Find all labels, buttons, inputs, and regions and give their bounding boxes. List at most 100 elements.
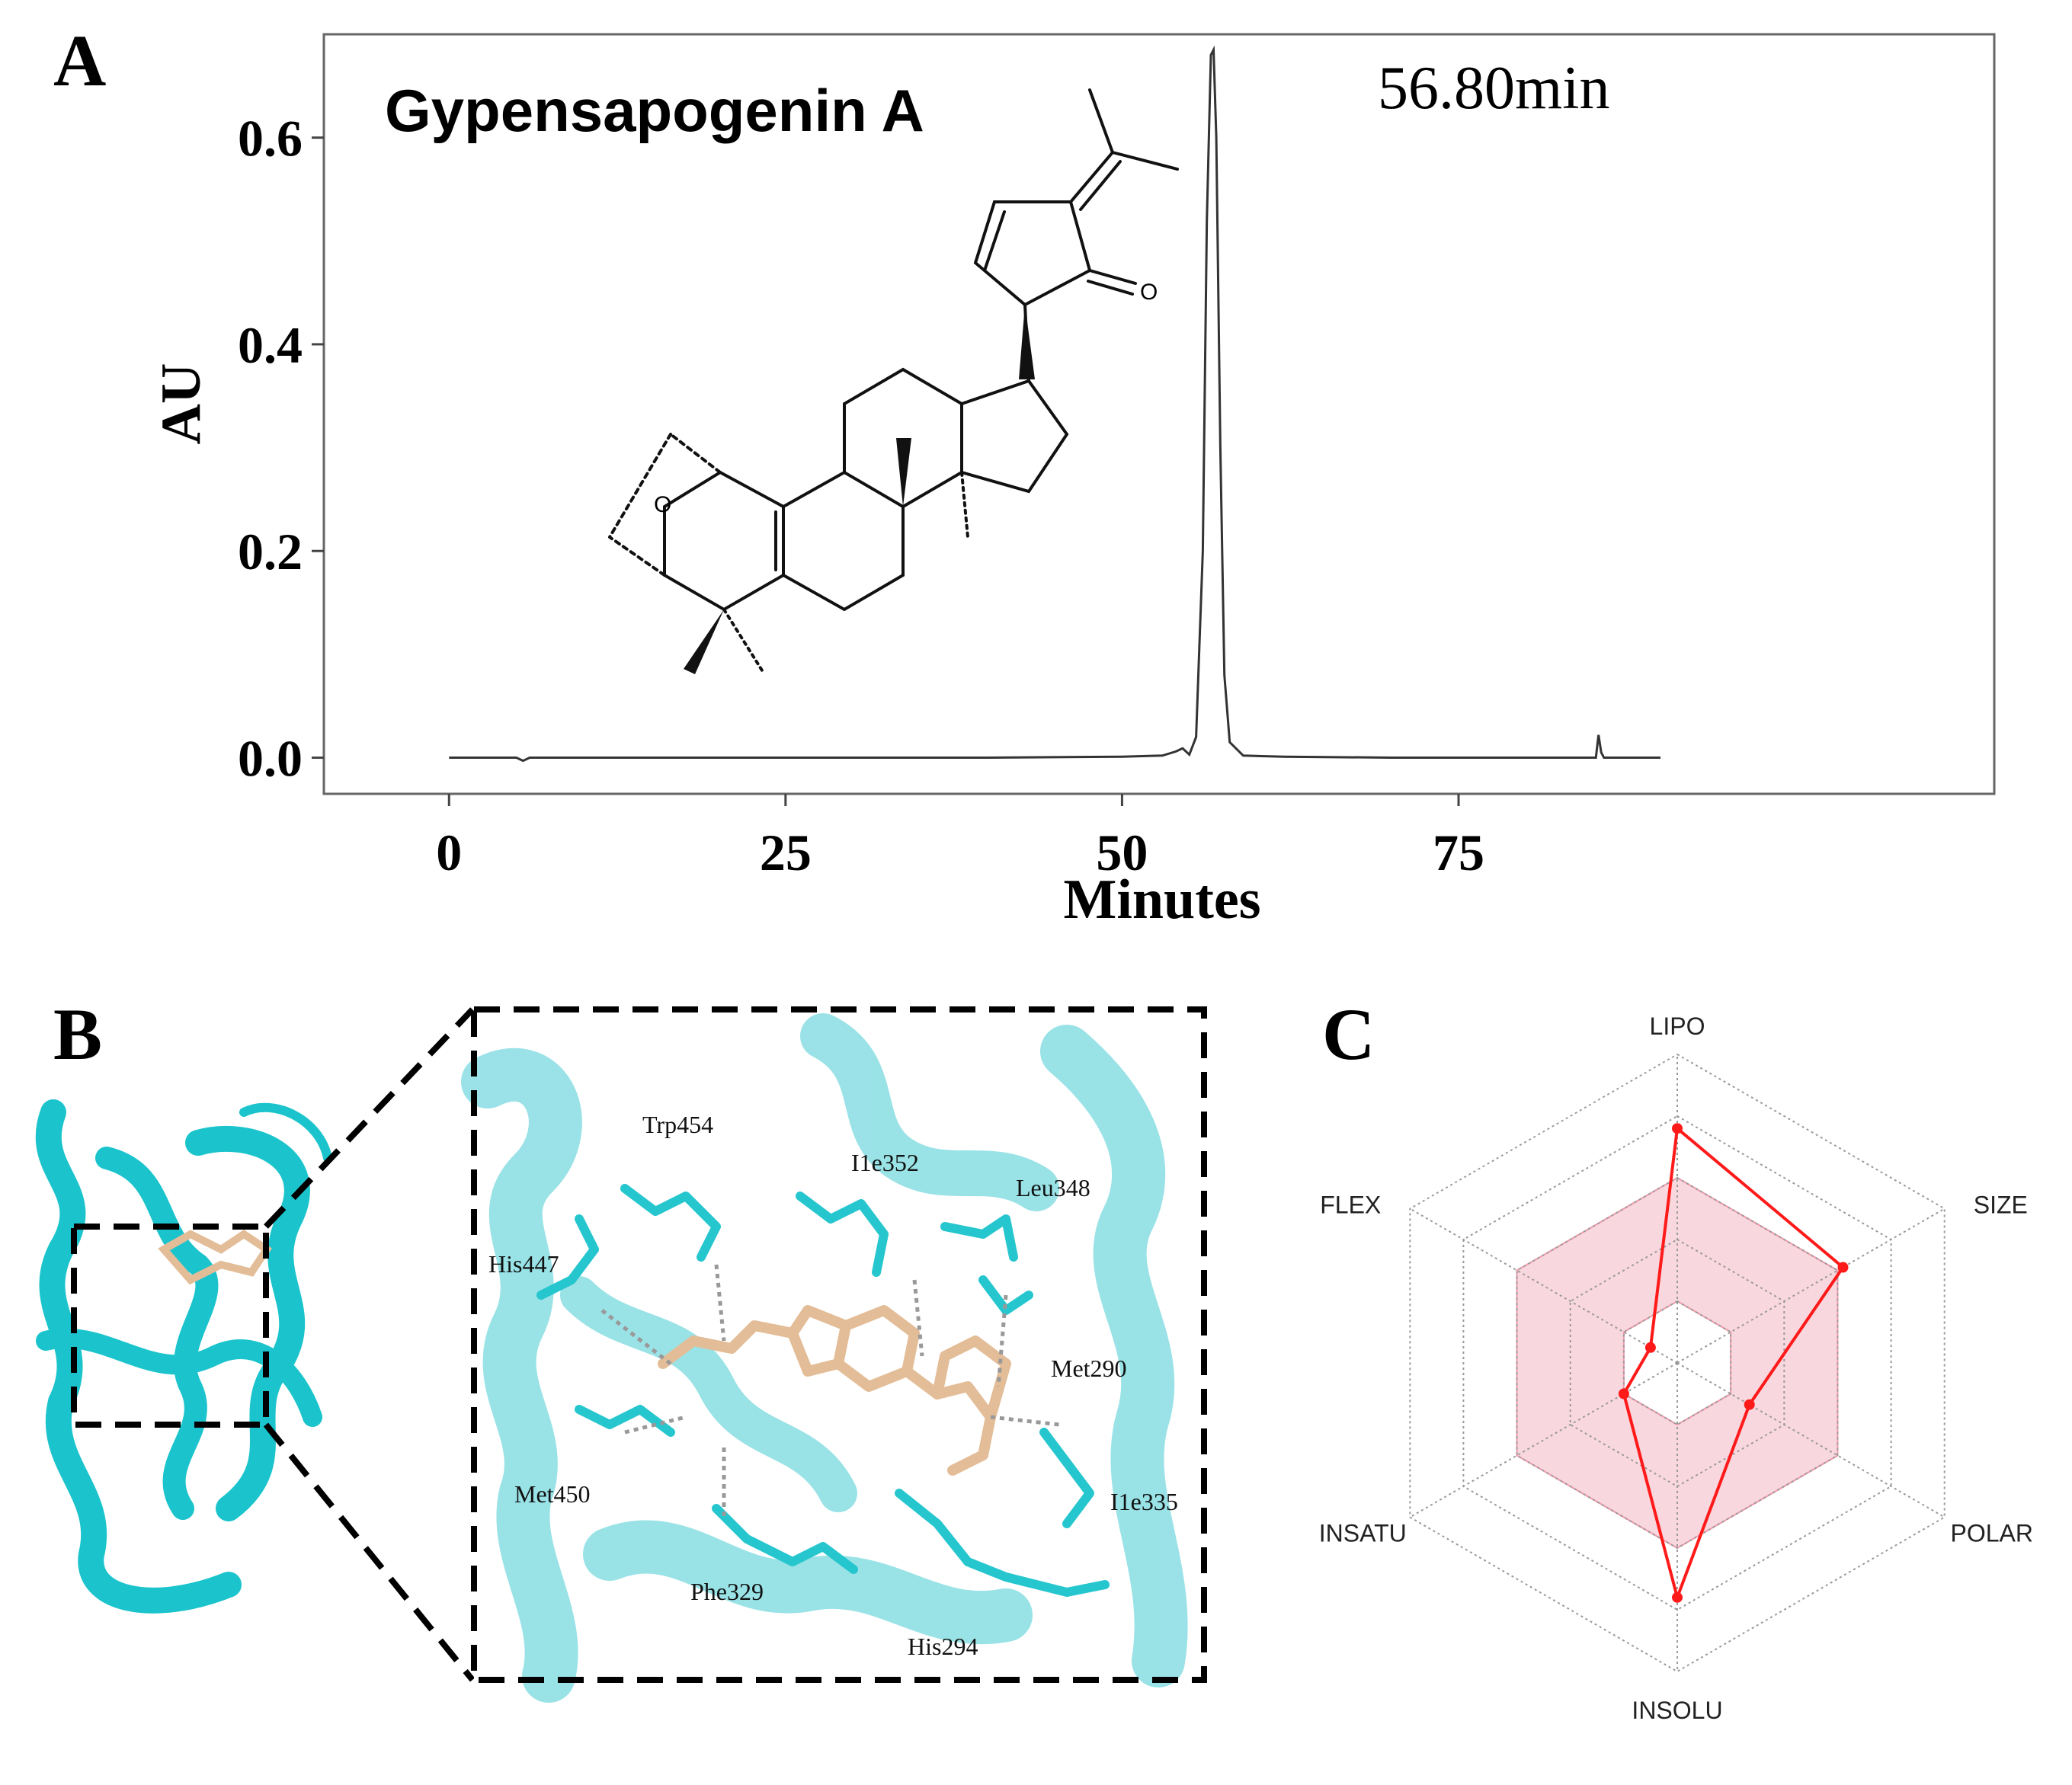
y-tick-label: 0.4 — [238, 316, 303, 374]
structure-ring-d — [960, 379, 1069, 494]
ligand-ring-1 — [841, 1305, 920, 1377]
residue-sticks-ile352 — [796, 1192, 889, 1277]
chemical-structure: O O — [608, 88, 1179, 674]
structure-ring-c — [843, 367, 963, 508]
protein-helix-path-2 — [185, 1125, 310, 1521]
structure-wedge-side-chain — [1019, 305, 1035, 379]
structure-atom-ring-oxygen: O — [654, 492, 671, 517]
structure-ring-a — [663, 470, 785, 612]
structure-carbonyl-bond-2 — [1087, 280, 1134, 296]
pocket-helix-3 — [1040, 1025, 1188, 1687]
y-axis-ticks: 0.0 0.2 0.4 0.6 — [238, 110, 324, 788]
structure-ether-bridge — [608, 433, 722, 577]
structure-hashed-methyl — [960, 471, 969, 539]
residue-sticks-met450 — [575, 1405, 675, 1437]
structure-wedge-methyl — [896, 438, 911, 507]
structure-isopropylidene-2 — [1079, 160, 1122, 211]
y-axis-title: AU — [150, 363, 213, 445]
y-tick-label: 0.2 — [238, 523, 303, 581]
pocket-helix-4 — [583, 1520, 1033, 1645]
structure-ring-b — [782, 470, 905, 612]
structure-methyl-1 — [1088, 88, 1114, 154]
x-tick-label: 50 — [1096, 824, 1148, 881]
radar-point-lipo — [1672, 1123, 1683, 1134]
binding-pocket-frame — [471, 1006, 1207, 1683]
panel-b: B — [35, 993, 1207, 1703]
residue-sticks-phe329 — [712, 1504, 858, 1574]
radar-grid-ring — [1516, 1176, 1839, 1550]
residue-label-his294: His294 — [908, 1633, 978, 1660]
binding-site-selection-box — [71, 1224, 269, 1428]
structure-enone-double-bond — [983, 210, 1006, 272]
x-axis-title: Minutes — [1064, 869, 1261, 931]
bioavailability-radar: LIPO SIZE POLAR INSOLU INSATU FLEX — [1319, 1012, 2033, 1724]
protein-loop — [239, 1102, 332, 1163]
radar-point-insatu — [1618, 1388, 1629, 1400]
ligand-sticks — [658, 1305, 1011, 1476]
radar-point-flex — [1644, 1342, 1656, 1353]
protein-helix-path-3 — [95, 1147, 219, 1520]
interaction-line-5 — [990, 1415, 1060, 1427]
panel-a: A 0.0 0.2 0.4 0.6 0 25 50 75 Minutes AU Gypens… — [53, 20, 1996, 931]
ligand-ring-2 — [932, 1336, 1011, 1422]
structure-cyclopentenone — [973, 200, 1092, 382]
structure-wedge-gem-methyl — [684, 609, 724, 674]
radar-axis-label-insolu: INSOLU — [1632, 1697, 1722, 1724]
structure-carbonyl-bond — [1088, 269, 1137, 285]
radar-point-insolu — [1672, 1591, 1683, 1603]
radar-spoke — [1409, 1362, 1678, 1518]
x-axis-ticks: 0 25 50 75 — [436, 794, 1484, 881]
interaction-line-6 — [624, 1415, 687, 1435]
residue-sticks-his294 — [895, 1489, 1110, 1597]
peak-retention-label: 56.80min — [1378, 55, 1609, 122]
zoom-connector-top — [264, 1007, 475, 1229]
structure-isopropylidene — [1069, 151, 1114, 203]
x-tick-label: 25 — [760, 824, 812, 881]
residue-sticks-leu348 — [940, 1214, 1018, 1262]
x-tick-label: 0 — [436, 824, 462, 881]
residue-sticks-met290 — [978, 1275, 1033, 1315]
residue-label-trp454: Trp454 — [642, 1111, 713, 1138]
chromatogram-trace — [449, 45, 1660, 763]
radar-axis-label-flex: FLEX — [1320, 1192, 1381, 1219]
residue-label-phe329: Phe329 — [690, 1578, 764, 1605]
radar-point-polar — [1744, 1399, 1755, 1410]
panel-label-c: C — [1322, 993, 1375, 1075]
panel-c: C LIPO SIZE POLAR INSOLU INSATU FLEX — [1319, 993, 2033, 1724]
radar-axis-label-polar: POLAR — [1950, 1520, 2032, 1547]
residue-label-ile335: I1e335 — [1110, 1488, 1178, 1515]
pocket-helix-2 — [800, 1013, 1059, 1211]
residue-label-ile352: I1e352 — [851, 1149, 919, 1176]
binding-pocket-zoom: Trp454 I1e352 Leu348 His447 Met290 Met45… — [461, 1006, 1207, 1703]
residue-label-his447: His447 — [488, 1250, 559, 1278]
structure-atom-ketone-oxygen: O — [1140, 280, 1158, 305]
ligand-ring-3 — [787, 1328, 844, 1377]
residue-label-met450: Met450 — [514, 1480, 591, 1508]
radar-point-size — [1837, 1262, 1849, 1273]
interaction-lines — [600, 1264, 1060, 1516]
residue-sticks-his447 — [536, 1214, 599, 1300]
zoom-connector-bottom — [263, 1422, 476, 1682]
x-tick-label: 75 — [1433, 824, 1484, 881]
radar-axis-label-lipo: LIPO — [1650, 1012, 1705, 1040]
radar-grid-ring — [1409, 1053, 1946, 1673]
y-tick-label: 0.0 — [238, 730, 303, 788]
interaction-line-3 — [912, 1279, 924, 1357]
protein-helix-path-4 — [36, 1328, 322, 1427]
chromatogram-plot-frame — [322, 33, 1996, 795]
structure-hashed-gem-methyl — [722, 608, 764, 672]
pocket-helix-5 — [560, 1276, 857, 1512]
radar-spoke — [1676, 1362, 1946, 1518]
residue-label-met290: Met290 — [1051, 1355, 1127, 1382]
radar-spoke — [1409, 1208, 1678, 1364]
interaction-line-4 — [996, 1294, 1008, 1387]
protein-helix-path-1 — [35, 1099, 242, 1614]
panel-label-b: B — [53, 993, 102, 1075]
panel-label-a: A — [53, 20, 106, 101]
pocket-helix-1 — [461, 1048, 582, 1703]
residue-sticks-trp454 — [620, 1184, 721, 1262]
y-tick-label: 0.6 — [238, 110, 303, 168]
compound-name: Gypensapogenin A — [385, 77, 924, 144]
radar-axis-label-size: SIZE — [1974, 1192, 2028, 1219]
residue-sticks — [536, 1184, 1110, 1597]
